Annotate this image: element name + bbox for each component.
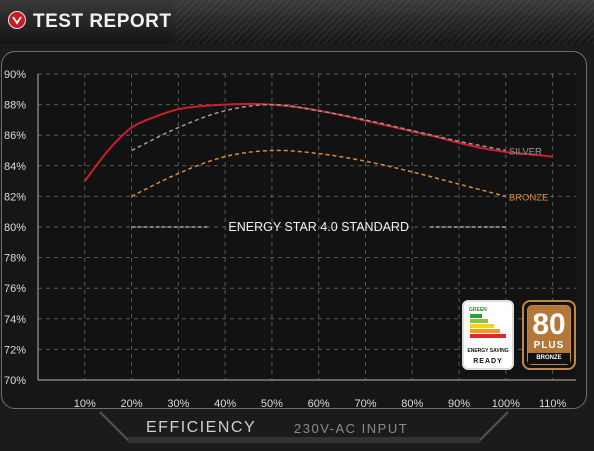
y-tick-label: 86% xyxy=(4,130,26,142)
y-tick-label: 80% xyxy=(4,222,26,234)
x-tick-label: 80% xyxy=(401,398,423,410)
footer-input-label: 230V-AC INPUT xyxy=(294,421,409,436)
y-tick-label: 82% xyxy=(4,191,26,203)
energy-bar xyxy=(470,329,500,333)
bronze-curve xyxy=(131,149,507,198)
header-bar: TEST REPORT xyxy=(0,0,594,44)
x-tick-label: 30% xyxy=(167,398,189,410)
plus-badge-plus: PLUS xyxy=(533,340,565,351)
x-tick-label: 110% xyxy=(539,398,567,410)
y-tick-label: 72% xyxy=(4,344,26,356)
energy-bar xyxy=(470,319,488,323)
energy-saving-badge: GREEN ENERGY SAVING READY xyxy=(462,300,514,370)
series-label: BRONZE xyxy=(509,192,549,203)
energy-badge-saving: ENERGY SAVING xyxy=(467,348,509,354)
x-tick-label: 10% xyxy=(74,398,96,410)
x-tick-label: 20% xyxy=(121,398,143,410)
x-tick-label: 100% xyxy=(492,398,520,410)
energy-bar xyxy=(470,324,494,328)
y-tick-label: 74% xyxy=(4,314,26,326)
header-stripes xyxy=(175,0,594,44)
x-tick-label: 90% xyxy=(448,398,470,410)
plus-badge-inner: 80 PLUS BRONZE xyxy=(527,305,571,365)
x-tick-label: 70% xyxy=(354,398,376,410)
y-tick-label: 70% xyxy=(4,375,26,387)
plus-badge-tier: BRONZE xyxy=(528,353,570,364)
y-tick-label: 78% xyxy=(4,253,26,265)
page-title: TEST REPORT xyxy=(33,11,172,32)
energy-badge-ready: READY xyxy=(473,358,503,365)
80-plus-bronze-badge: 80 PLUS BRONZE xyxy=(522,300,576,370)
footer-efficiency-label: EFFICIENCY xyxy=(146,419,257,436)
energy-bar xyxy=(470,314,482,318)
energy-bar xyxy=(470,334,506,338)
annotation-label: ENERGY STAR 4.0 STANDARD xyxy=(228,220,409,234)
series-label: SILVER xyxy=(509,147,542,158)
plus-badge-number: 80 xyxy=(532,308,566,341)
y-tick-label: 90% xyxy=(4,69,26,81)
x-tick-label: 50% xyxy=(261,398,283,410)
y-tick-label: 84% xyxy=(4,161,26,173)
chevron-down-icon xyxy=(8,11,26,29)
silver-curve xyxy=(131,103,506,152)
x-tick-label: 40% xyxy=(214,398,236,410)
energy-badge-green: GREEN xyxy=(469,307,487,313)
y-tick-label: 76% xyxy=(4,283,26,295)
y-tick-label: 88% xyxy=(4,100,26,112)
x-tick-label: 60% xyxy=(308,398,330,410)
